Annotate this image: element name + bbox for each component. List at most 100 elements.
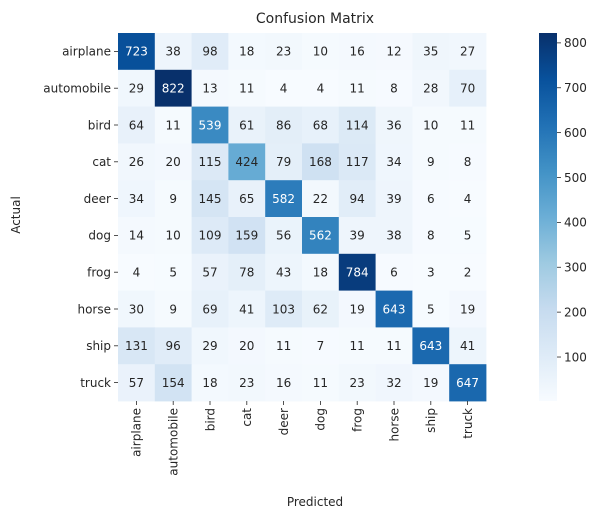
x-tick-label: automobile xyxy=(167,408,181,476)
heatmap-cell xyxy=(118,69,156,107)
heatmap-cell xyxy=(302,106,340,144)
cell-value-label: 10 xyxy=(313,45,328,59)
heatmap-cell xyxy=(412,253,450,291)
cell-value-label: 18 xyxy=(313,266,328,280)
cell-value-label: 19 xyxy=(350,302,365,316)
cell-value-label: 4 xyxy=(133,266,141,280)
heatmap-cell xyxy=(449,290,487,328)
y-axis-label: Actual xyxy=(9,196,23,234)
cell-value-label: 539 xyxy=(199,118,222,132)
heatmap-cell xyxy=(265,106,303,144)
cell-value-label: 20 xyxy=(239,339,254,353)
cell-value-label: 29 xyxy=(202,339,217,353)
cell-value-label: 131 xyxy=(125,339,148,353)
cell-value-label: 14 xyxy=(129,229,144,243)
heatmap-cell xyxy=(154,143,192,181)
cell-value-label: 9 xyxy=(427,155,435,169)
heatmap-cell xyxy=(338,253,376,291)
heatmap-cell xyxy=(191,364,229,402)
heatmap-cell xyxy=(302,364,340,402)
x-tick-label: ship xyxy=(424,408,438,433)
cell-value-label: 8 xyxy=(390,82,398,96)
heatmap-cell xyxy=(118,180,156,218)
cell-value-label: 23 xyxy=(276,45,291,59)
cell-value-label: 38 xyxy=(386,229,401,243)
heatmap-cell xyxy=(118,143,156,181)
heatmap-cell xyxy=(302,253,340,291)
heatmap-cell xyxy=(118,217,156,255)
heatmap-cell xyxy=(191,180,229,218)
cell-value-label: 19 xyxy=(423,376,438,390)
colorbar-tick-label: 100 xyxy=(564,350,587,364)
cell-value-label: 4 xyxy=(317,82,325,96)
heatmap-cell xyxy=(449,327,487,365)
colorbar xyxy=(539,33,557,401)
cell-value-label: 34 xyxy=(129,192,144,206)
heatmap-cell xyxy=(265,143,303,181)
heatmap-cell xyxy=(228,217,266,255)
cell-value-label: 159 xyxy=(235,229,258,243)
cell-value-label: 11 xyxy=(239,82,254,96)
heatmap-cell xyxy=(449,69,487,107)
heatmap-cell xyxy=(412,106,450,144)
y-tick-label: truck xyxy=(80,376,111,390)
heatmap-cell xyxy=(338,69,376,107)
cell-value-label: 35 xyxy=(423,45,438,59)
y-tick-label: bird xyxy=(88,118,111,132)
x-tick-label: truck xyxy=(461,408,475,439)
cell-value-label: 109 xyxy=(199,229,222,243)
heatmap-cell xyxy=(228,290,266,328)
x-tick-label: horse xyxy=(387,408,401,442)
cell-value-label: 23 xyxy=(239,376,254,390)
heatmap-cell xyxy=(265,180,303,218)
heatmap-cell xyxy=(375,290,413,328)
heatmap-cell xyxy=(375,217,413,255)
cell-value-label: 30 xyxy=(129,302,144,316)
heatmap-cell xyxy=(375,106,413,144)
cell-value-label: 36 xyxy=(386,118,401,132)
heatmap-cell xyxy=(449,33,487,71)
heatmap-cell xyxy=(154,69,192,107)
heatmap-cell xyxy=(154,253,192,291)
cell-value-label: 29 xyxy=(129,82,144,96)
heatmap-cell xyxy=(338,33,376,71)
cell-value-label: 57 xyxy=(129,376,144,390)
heatmap-cell xyxy=(191,106,229,144)
heatmap-cell xyxy=(228,327,266,365)
cell-value-label: 23 xyxy=(350,376,365,390)
heatmap-cell xyxy=(302,327,340,365)
heatmap-cell xyxy=(449,364,487,402)
heatmap-cell xyxy=(302,290,340,328)
cell-value-label: 11 xyxy=(350,339,365,353)
heatmap-cell xyxy=(412,69,450,107)
x-axis-label: Predicted xyxy=(287,495,343,509)
cell-value-label: 115 xyxy=(199,155,222,169)
cell-value-label: 41 xyxy=(239,302,254,316)
heatmap-cell xyxy=(449,106,487,144)
cell-value-label: 64 xyxy=(129,118,144,132)
cell-value-label: 28 xyxy=(423,82,438,96)
heatmap-cell xyxy=(228,33,266,71)
heatmap-cell xyxy=(412,327,450,365)
heatmap-cell xyxy=(191,290,229,328)
heatmap-cell xyxy=(338,143,376,181)
cell-value-label: 86 xyxy=(276,118,291,132)
heatmap-cell xyxy=(375,33,413,71)
heatmap-cell xyxy=(265,69,303,107)
heatmap-cell xyxy=(118,327,156,365)
cell-value-label: 20 xyxy=(166,155,181,169)
cell-value-label: 5 xyxy=(464,229,472,243)
cell-value-label: 8 xyxy=(464,155,472,169)
heatmap-cell xyxy=(338,217,376,255)
heatmap-cell xyxy=(302,33,340,71)
heatmap-cell xyxy=(191,253,229,291)
heatmap-cell xyxy=(228,253,266,291)
cell-value-label: 22 xyxy=(313,192,328,206)
heatmap-cell xyxy=(412,364,450,402)
cell-value-label: 822 xyxy=(162,82,185,96)
x-tick-label: bird xyxy=(203,408,217,431)
cell-value-label: 62 xyxy=(313,302,328,316)
cell-value-label: 647 xyxy=(456,376,479,390)
